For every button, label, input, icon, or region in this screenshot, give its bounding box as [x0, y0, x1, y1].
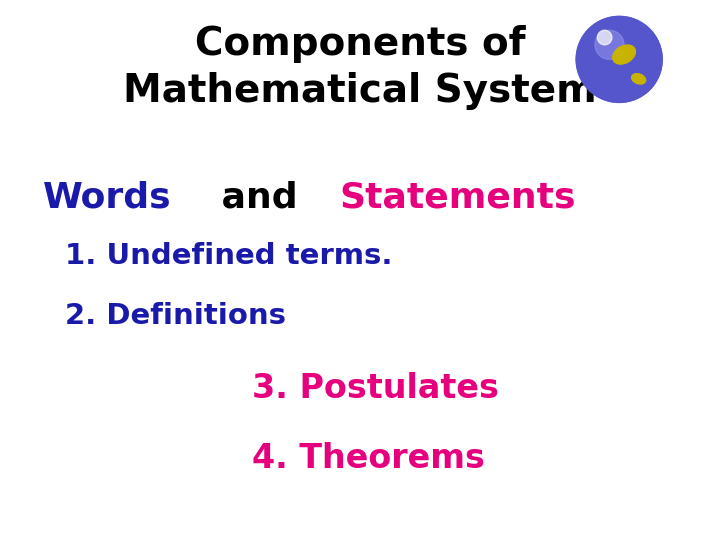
Text: 4. Theorems: 4. Theorems [252, 442, 485, 476]
Ellipse shape [631, 73, 646, 84]
Text: and: and [210, 180, 310, 214]
Text: Statements: Statements [340, 180, 576, 214]
Text: Components of
Mathematical System: Components of Mathematical System [123, 25, 597, 110]
Text: 2. Definitions: 2. Definitions [65, 302, 286, 330]
Ellipse shape [613, 45, 636, 64]
Text: Words: Words [43, 180, 172, 214]
Circle shape [575, 16, 663, 103]
Text: 3. Postulates: 3. Postulates [252, 372, 499, 406]
Circle shape [598, 30, 612, 45]
Text: 1. Undefined terms.: 1. Undefined terms. [65, 242, 392, 271]
Circle shape [595, 30, 624, 59]
